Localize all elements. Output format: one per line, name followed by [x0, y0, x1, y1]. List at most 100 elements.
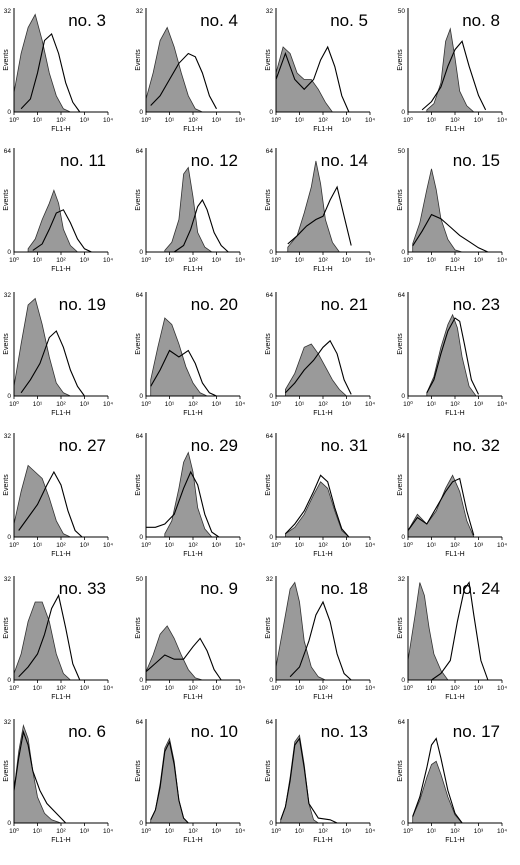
open-histogram-line [20, 33, 81, 113]
histogram-panel: 10⁰ 10¹ 10² 10³ 10⁴ 64 0 Events FL1-H no. 20 [135, 292, 245, 417]
x-axis-label: FL1-H [445, 266, 464, 273]
x-tick-label: 10⁴ [235, 685, 245, 692]
filled-histogram [164, 166, 214, 253]
x-tick-label: 10⁴ [235, 401, 245, 408]
y-tick-label: 0 [401, 249, 405, 256]
x-tick-label: 10⁰ [141, 541, 151, 549]
x-tick-label: 10³ [474, 542, 484, 549]
y-tick-label: 0 [401, 677, 405, 684]
x-tick-label: 10⁴ [103, 401, 113, 408]
open-histogram-line [20, 330, 85, 397]
open-histogram-line [150, 349, 217, 397]
filled-histogram [13, 13, 71, 113]
panel-title: no. 20 [191, 295, 238, 314]
y-tick-label: 50 [398, 8, 406, 15]
histogram-panel: 10⁰ 10¹ 10² 10³ 10⁴ 64 0 Events FL1-H no. 12 [135, 148, 245, 273]
histogram-panel: 10⁰ 10¹ 10² 10³ 10⁴ 50 0 Events FL1-H no. 8 [397, 8, 507, 133]
open-histogram-line [421, 40, 487, 111]
x-tick-label: 10³ [212, 828, 222, 835]
y-tick-label: 0 [401, 534, 405, 541]
filled-histogram [275, 46, 334, 113]
x-tick-label: 10³ [212, 117, 222, 124]
x-tick-label: 10³ [212, 685, 222, 692]
x-tick-label: 10³ [342, 828, 352, 835]
y-axis-label: Events [3, 617, 10, 639]
panel-title: no. 21 [321, 295, 368, 314]
x-tick-label: 10¹ [295, 542, 305, 549]
y-axis-label: Events [135, 760, 142, 782]
x-tick-label: 10¹ [165, 401, 175, 408]
x-tick-label: 10² [188, 257, 198, 264]
y-tick-label: 0 [139, 393, 143, 400]
y-axis-label: Events [265, 333, 272, 355]
panel-title: no. 9 [200, 579, 238, 598]
open-histogram-line [407, 477, 475, 536]
y-tick-label: 64 [266, 433, 274, 440]
x-tick-label: 10⁴ [103, 828, 113, 835]
x-tick-label: 10⁴ [497, 542, 507, 549]
y-axis-label: Events [3, 49, 10, 71]
x-axis-label: FL1-H [445, 694, 464, 701]
x-tick-label: 10⁰ [141, 400, 151, 408]
x-tick-label: 10⁴ [235, 117, 245, 124]
x-tick-label: 10⁴ [103, 685, 113, 692]
panel-title: no. 4 [200, 11, 238, 30]
filled-histogram [145, 26, 203, 113]
x-tick-label: 10⁰ [141, 116, 151, 124]
x-axis-label: FL1-H [445, 837, 464, 844]
x-tick-label: 10² [450, 828, 460, 835]
x-tick-label: 10² [56, 828, 66, 835]
panel-title: no. 29 [191, 436, 238, 455]
histogram-panel: 10⁰ 10¹ 10² 10³ 10⁴ 64 0 Events FL1-H no. 17 [397, 719, 507, 844]
x-axis-label: FL1-H [51, 126, 70, 133]
histogram-panel: 10⁰ 10¹ 10² 10³ 10⁴ 64 0 Events FL1-H no. 32 [397, 433, 507, 558]
x-tick-label: 10¹ [427, 117, 437, 124]
x-axis-label: FL1-H [51, 410, 70, 417]
open-histogram-line [287, 185, 352, 246]
x-tick-label: 10⁴ [365, 401, 375, 408]
x-tick-label: 10¹ [165, 685, 175, 692]
x-tick-label: 10⁰ [403, 256, 413, 264]
panel-title: no. 13 [321, 722, 368, 741]
filled-histogram [426, 313, 477, 397]
histogram-panel: 10⁰ 10¹ 10² 10³ 10⁴ 32 0 Events FL1-H no. 3 [3, 8, 113, 133]
y-axis-label: Events [397, 189, 404, 211]
x-axis-label: FL1-H [313, 694, 332, 701]
filled-histogram [150, 737, 190, 824]
x-tick-label: 10³ [342, 257, 352, 264]
panel-title: no. 11 [60, 151, 106, 170]
x-tick-label: 10⁴ [497, 401, 507, 408]
x-tick-label: 10⁴ [497, 257, 507, 264]
x-tick-label: 10² [56, 117, 66, 124]
x-tick-label: 10¹ [427, 828, 437, 835]
histogram-panel: 10⁰ 10¹ 10² 10³ 10⁴ 64 0 Events FL1-H no. 13 [265, 719, 375, 844]
y-tick-label: 0 [269, 677, 273, 684]
x-tick-label: 10¹ [33, 685, 43, 692]
y-axis-label: Events [135, 333, 142, 355]
y-axis-label: Events [265, 49, 272, 71]
open-histogram-line [150, 740, 189, 824]
x-tick-label: 10² [56, 401, 66, 408]
panel-title: no. 33 [59, 579, 106, 598]
x-tick-label: 10⁰ [271, 256, 281, 264]
y-axis-label: Events [397, 474, 404, 496]
x-tick-label: 10³ [80, 828, 90, 835]
x-axis-label: FL1-H [313, 266, 332, 273]
x-tick-label: 10⁰ [9, 541, 19, 549]
x-tick-label: 10¹ [427, 257, 437, 264]
panel-title: no. 5 [330, 11, 368, 30]
x-tick-label: 10² [318, 257, 328, 264]
x-tick-label: 10⁰ [9, 400, 19, 408]
open-histogram-line [32, 209, 92, 253]
y-tick-label: 64 [136, 292, 144, 299]
x-tick-label: 10² [450, 401, 460, 408]
x-tick-label: 10¹ [295, 828, 305, 835]
y-axis-label: Events [397, 49, 404, 71]
x-tick-label: 10² [318, 685, 328, 692]
open-histogram-line [289, 600, 352, 681]
y-axis-label: Events [397, 760, 404, 782]
y-tick-label: 0 [139, 534, 143, 541]
y-axis-label: Events [265, 474, 272, 496]
x-axis-label: FL1-H [51, 837, 70, 844]
